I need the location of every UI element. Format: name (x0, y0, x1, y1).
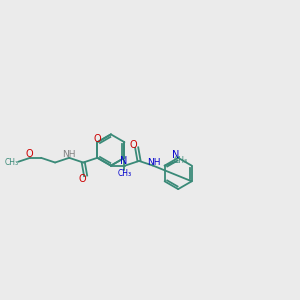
Text: CH₃: CH₃ (174, 156, 188, 165)
Text: O: O (79, 174, 86, 184)
Text: O: O (130, 140, 137, 149)
Text: N: N (172, 151, 179, 160)
Text: NH: NH (147, 158, 161, 167)
Text: NH: NH (62, 150, 75, 159)
Text: CH₃: CH₃ (117, 169, 131, 178)
Text: N: N (120, 156, 127, 166)
Text: O: O (26, 149, 33, 159)
Text: O: O (94, 134, 101, 144)
Text: CH₃: CH₃ (5, 158, 19, 167)
